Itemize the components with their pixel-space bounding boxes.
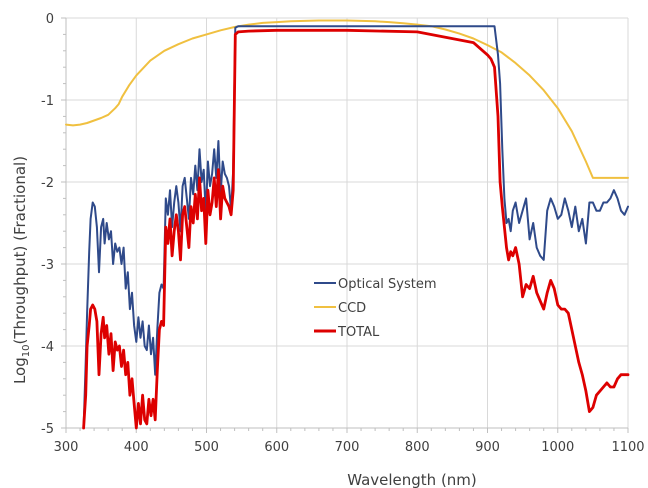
x-tick-label: 800 [405,440,430,455]
legend-label-total: TOTAL [337,325,380,340]
y-axis-title-suffix: (Throughput) (Fractional) [11,156,29,345]
x-tick-label: 600 [264,440,289,455]
series-lines [65,19,630,430]
y-tick-label: -4 [41,340,54,355]
x-tick-label: 700 [335,440,360,455]
y-tick-label: 0 [46,12,54,27]
x-tick-label: 900 [475,440,500,455]
y-tick-labels: 0 -1 -2 -3 -4 -5 [41,12,66,437]
y-tick-label: -3 [41,258,54,273]
legend-label-optical-system: Optical System [338,277,437,292]
y-axis-title-prefix: Log [11,357,29,384]
y-tick-label: -2 [41,176,54,191]
x-tick-labels: 300 400 500 600 700 800 900 1000 1100 [54,428,645,455]
x-tick-label: 400 [124,440,149,455]
series-line-optical-system [82,25,629,429]
grid-lines [66,17,629,429]
y-tick-label: -5 [41,422,54,437]
x-axis-title: Wavelength (nm) [347,471,477,488]
legend-label-ccd: CCD [338,301,366,316]
series-line-ccd [65,19,629,179]
series-line-total [82,28,630,430]
x-tick-label: 1000 [541,440,574,455]
legend: Optical System CCD TOTAL [314,277,437,340]
x-tick-label: 500 [194,440,219,455]
y-axis-title: Log10(Throughput) (Fractional) [11,156,32,384]
y-axis-title-subscript: 10 [21,345,32,358]
x-tick-label: 1100 [611,440,644,455]
y-tick-label: -1 [41,94,54,109]
x-tick-label: 300 [54,440,79,455]
